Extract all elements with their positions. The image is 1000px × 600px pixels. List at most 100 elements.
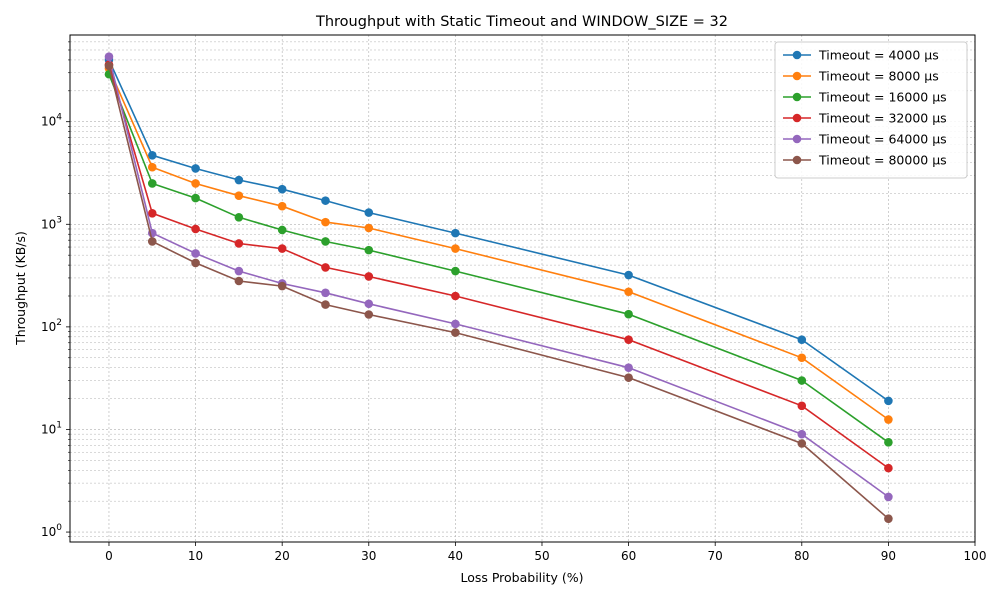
data-point — [234, 212, 244, 222]
data-point — [797, 376, 807, 385]
data-point — [277, 225, 287, 235]
data-point — [797, 439, 807, 448]
data-point — [321, 263, 330, 272]
data-point — [321, 237, 330, 246]
data-point — [451, 328, 460, 337]
data-point — [624, 309, 633, 319]
data-point — [191, 164, 200, 173]
data-point — [364, 245, 374, 255]
data-point — [624, 373, 633, 382]
legend-label-5: Timeout = 80000 µs — [818, 153, 947, 168]
data-point — [797, 353, 807, 363]
data-point — [884, 463, 893, 473]
data-point — [451, 266, 460, 276]
y-tick-label-exponent: 3 — [56, 215, 62, 225]
data-point — [191, 258, 200, 268]
data-point — [884, 514, 893, 523]
data-point — [624, 287, 633, 297]
data-point — [321, 217, 330, 227]
legend-marker-1 — [792, 71, 802, 81]
y-tick-label-exponent: 0 — [56, 523, 62, 533]
x-axis-label: Loss Probability (%) — [460, 570, 583, 585]
data-point — [147, 179, 157, 188]
legend-marker-2 — [792, 92, 802, 102]
data-point — [884, 492, 893, 502]
data-point — [234, 175, 244, 185]
data-point — [624, 270, 633, 280]
data-point — [191, 193, 200, 203]
legend-marker-5 — [792, 155, 802, 165]
y-tick-label-base: 10 — [41, 422, 56, 436]
y-tick-label-base: 10 — [41, 525, 56, 539]
y-tick-label: 100 — [41, 523, 62, 539]
y-tick-label: 104 — [41, 113, 62, 129]
y-tick-label: 101 — [41, 420, 62, 436]
plot-series — [104, 52, 893, 523]
y-tick-label-exponent: 1 — [56, 420, 62, 430]
y-tick-label: 102 — [41, 318, 62, 334]
legend-label-0: Timeout = 4000 µs — [818, 48, 939, 63]
data-point — [234, 239, 244, 248]
data-point — [797, 401, 807, 411]
data-point — [451, 228, 460, 238]
data-point — [234, 266, 244, 276]
legend-label-4: Timeout = 64000 µs — [818, 132, 947, 147]
data-point — [191, 224, 200, 234]
data-point — [234, 276, 244, 286]
data-point — [884, 396, 893, 406]
data-point — [321, 196, 330, 205]
x-tick-label: 30 — [361, 549, 376, 563]
data-point — [451, 244, 460, 253]
data-point — [884, 415, 893, 424]
data-point — [624, 335, 633, 344]
x-tick-label: 50 — [534, 549, 549, 563]
data-point — [104, 52, 114, 62]
data-point — [147, 208, 157, 218]
legend-marker-3 — [792, 113, 802, 123]
y-tick-label-base: 10 — [41, 320, 56, 334]
data-point — [364, 299, 374, 309]
data-point — [191, 249, 200, 258]
data-point — [277, 244, 287, 253]
y-tick-label-exponent: 4 — [56, 113, 62, 123]
y-tick-label-base: 10 — [41, 115, 56, 129]
data-point — [364, 208, 374, 217]
y-tick-label: 103 — [41, 215, 62, 231]
data-point — [147, 237, 157, 246]
x-tick-label: 60 — [621, 549, 636, 563]
data-point — [104, 61, 114, 71]
data-point — [451, 319, 460, 329]
data-point — [797, 335, 807, 344]
data-point — [451, 291, 460, 301]
legend-marker-0 — [792, 50, 802, 60]
legend: Timeout = 4000 µs Timeout = 8000 µs Timeou… — [774, 41, 968, 179]
data-point — [884, 437, 893, 447]
y-tick-label-base: 10 — [41, 217, 56, 231]
data-point — [234, 191, 244, 200]
legend-marker-4 — [792, 134, 802, 144]
data-point — [277, 281, 287, 291]
y-tick-label-exponent: 2 — [56, 318, 62, 328]
x-tick-label: 20 — [275, 549, 290, 563]
data-point — [147, 151, 157, 160]
data-point — [277, 184, 287, 194]
x-tick-label: 70 — [708, 549, 723, 563]
data-point — [624, 363, 633, 373]
data-point — [364, 272, 374, 281]
x-tick-label: 90 — [881, 549, 896, 563]
legend-box — [774, 41, 968, 179]
data-point — [797, 429, 807, 439]
x-tick-label: 80 — [794, 549, 809, 563]
data-point — [321, 300, 330, 309]
data-point — [321, 288, 330, 298]
x-tick-label: 40 — [448, 549, 463, 563]
data-point — [191, 179, 200, 188]
legend-label-3: Timeout = 32000 µs — [818, 111, 947, 126]
data-point — [147, 162, 157, 172]
data-point — [277, 201, 287, 211]
x-tick-label: 100 — [964, 549, 987, 563]
chart-title: Throughput with Static Timeout and WINDO… — [315, 14, 728, 30]
y-axis-label: Throughput (KB/s) — [13, 231, 28, 346]
